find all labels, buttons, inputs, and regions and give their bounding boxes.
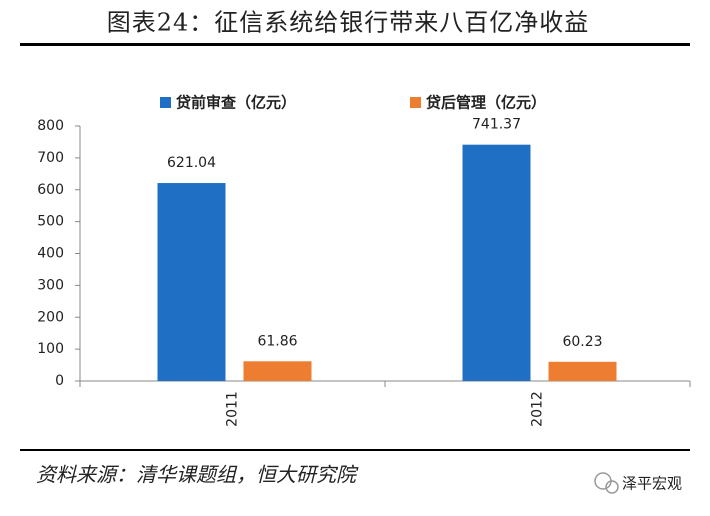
y-tick-label: 200 <box>37 309 64 325</box>
chart-title: 图表24：征信系统给银行带来八百亿净收益 <box>107 9 590 37</box>
legend-swatch <box>160 97 171 108</box>
y-tick-label: 400 <box>37 246 64 262</box>
legend-label: 贷前审查（亿元） <box>176 94 296 112</box>
value-label: 61.86 <box>257 333 297 349</box>
bar <box>243 361 312 381</box>
y-tick-label: 500 <box>37 214 64 230</box>
x-tick-label: 2011 <box>225 391 241 427</box>
bar <box>157 183 226 381</box>
source-note: 资料来源：清华课题组，恒大研究院 <box>36 463 359 487</box>
watermark-icon <box>605 480 619 494</box>
value-label: 621.04 <box>167 155 216 171</box>
y-tick-label: 300 <box>37 277 64 293</box>
value-label: 60.23 <box>562 334 602 350</box>
y-tick-label: 0 <box>55 373 64 389</box>
y-tick-label: 800 <box>37 118 64 134</box>
y-tick-label: 600 <box>37 182 64 198</box>
watermark-text: 泽平宏观 <box>622 475 682 493</box>
value-label: 741.37 <box>472 117 521 133</box>
legend-swatch <box>410 97 421 108</box>
footer-rule <box>20 449 690 451</box>
y-tick-label: 100 <box>37 341 64 357</box>
bar <box>462 144 531 381</box>
y-tick-label: 700 <box>37 150 64 166</box>
legend-label: 贷后管理（亿元） <box>426 94 546 112</box>
x-tick-label: 2012 <box>530 391 546 427</box>
watermark-icon <box>594 472 612 490</box>
title-rule <box>20 43 690 46</box>
bar <box>548 361 617 381</box>
watermark: 泽平宏观 <box>594 472 682 494</box>
